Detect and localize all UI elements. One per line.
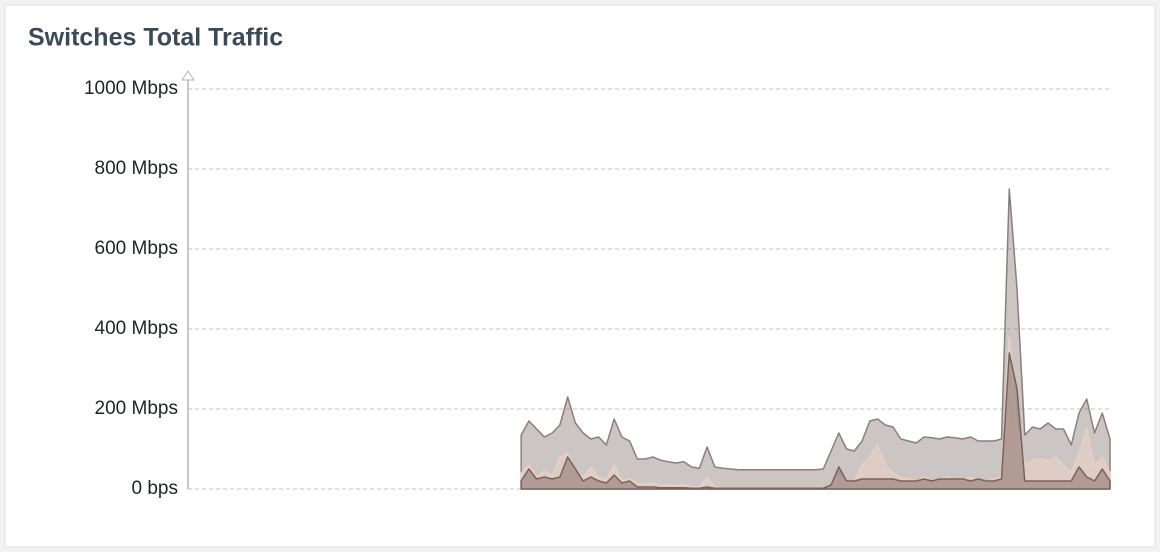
y-tick-label: 0 bps [132, 478, 178, 499]
y-tick-label: 400 Mbps [95, 318, 178, 339]
y-tick-label: 800 Mbps [95, 158, 178, 179]
y-tick-label: 1000 Mbps [84, 78, 178, 99]
area [520, 352, 1111, 490]
y-tick-label: 200 Mbps [95, 398, 178, 419]
y-tick-label: 600 Mbps [95, 238, 178, 259]
panel [4, 4, 1156, 548]
chart-title: Switches Total Traffic [28, 24, 283, 52]
y-axis-arrow [181, 70, 195, 81]
